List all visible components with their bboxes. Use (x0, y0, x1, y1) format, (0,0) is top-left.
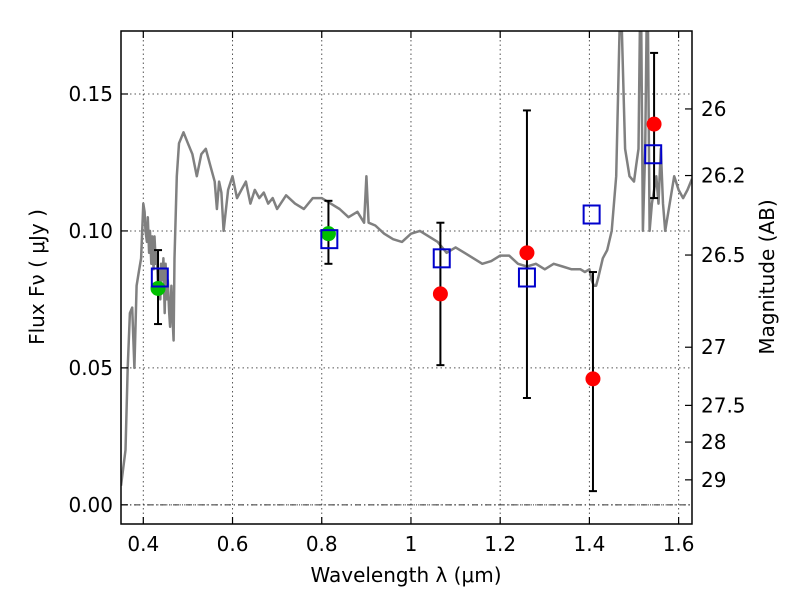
y-tick-label: 0.15 (68, 82, 113, 106)
x-tick-label: 1.4 (573, 532, 605, 556)
open-square (644, 144, 663, 165)
green-point (150, 280, 166, 296)
x-tick-label: 0.8 (306, 532, 338, 556)
x-axis-title: Wavelength λ (μm) (310, 563, 501, 587)
y-tick-label: 0.05 (68, 356, 113, 380)
mag-axis-title: Magnitude (AB) (755, 199, 779, 354)
y-axis-title: Flux Fν ( μJy ) (25, 209, 49, 345)
green-points (150, 226, 336, 296)
open-square (582, 204, 601, 225)
mag-tick-label: 28 (701, 430, 726, 454)
mag-tick-label: 27.5 (701, 393, 746, 417)
mag-tick-label: 26 (701, 97, 726, 121)
mag-tick-label: 27 (701, 335, 726, 359)
mag-tick-label: 26.2 (701, 164, 746, 188)
y-axis-ticks: 0.00 0.05 0.10 0.15 (68, 82, 128, 517)
mag-axis-ticks: 26 26.2 26.5 27 27.5 28 29 (685, 97, 746, 492)
x-tick-label: 1.6 (663, 532, 695, 556)
x-tick-label: 0.6 (217, 532, 249, 556)
error-bars (154, 51, 659, 493)
open-square (432, 248, 451, 269)
mag-tick-label: 26.5 (701, 243, 746, 267)
x-tick-label: 1 (405, 532, 418, 556)
red-point (585, 371, 601, 387)
y-tick-label: 0.00 (68, 493, 113, 517)
red-points (432, 116, 662, 387)
open-squares (150, 144, 663, 288)
red-point (646, 116, 662, 132)
red-point (432, 286, 448, 302)
model-spectrum-line (121, 31, 692, 486)
mag-tick-label: 29 (701, 468, 726, 492)
x-tick-label: 0.4 (127, 532, 159, 556)
x-axis-ticks: 0.4 0.6 0.8 1 1.2 1.4 1.6 (127, 31, 695, 556)
red-point (519, 245, 535, 261)
x-tick-label: 1.2 (484, 532, 516, 556)
open-square (320, 229, 339, 250)
open-square (150, 267, 169, 288)
green-point (320, 226, 336, 242)
open-square (517, 267, 536, 288)
grid-lines (121, 31, 692, 524)
plot-frame (120, 30, 693, 525)
y-tick-label: 0.10 (68, 219, 113, 243)
